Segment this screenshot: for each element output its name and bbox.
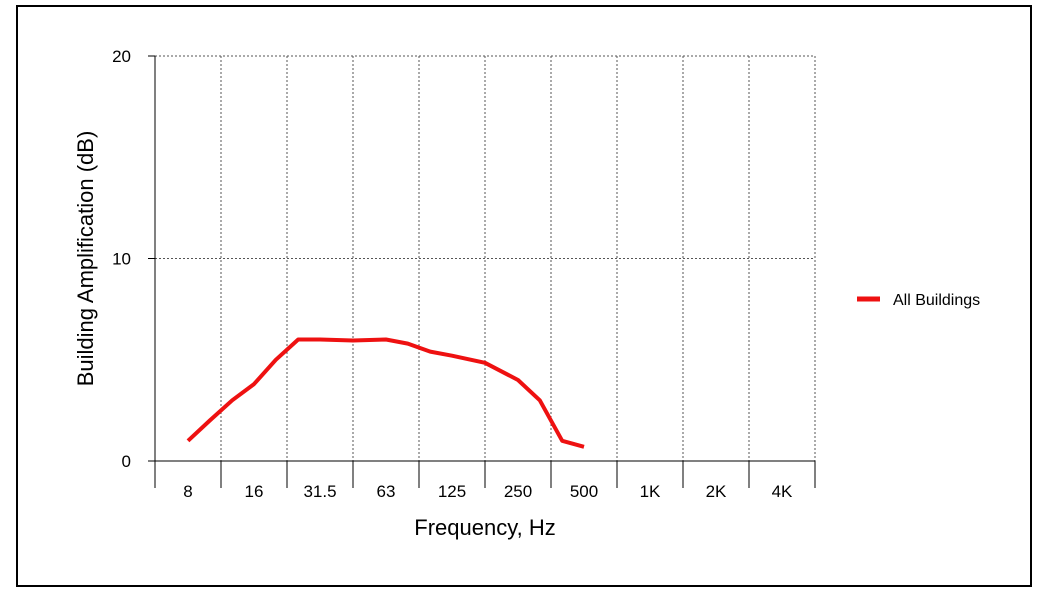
y-tick-label: 10 (112, 250, 131, 269)
x-axis-label: Frequency, Hz (414, 515, 555, 540)
axes (148, 55, 816, 488)
chart-frame (16, 5, 1032, 587)
x-tick-label: 500 (570, 482, 598, 501)
x-tick-label: 8 (183, 482, 192, 501)
x-tick-label: 250 (504, 482, 532, 501)
x-tick-label: 4K (772, 482, 793, 501)
y-tick-label: 20 (112, 47, 131, 66)
x-tick-label: 125 (438, 482, 466, 501)
legend: All Buildings (857, 292, 980, 309)
x-tick-label: 16 (245, 482, 264, 501)
series-line (186, 337, 585, 449)
y-axis-label: Building Amplification (dB) (73, 131, 98, 387)
y-tick-label: 0 (122, 452, 131, 471)
x-tick-label: 1K (640, 482, 661, 501)
x-tick-label: 31.5 (303, 482, 336, 501)
legend-label: All Buildings (893, 292, 980, 309)
x-tick-label: 63 (377, 482, 396, 501)
series-lines (186, 337, 585, 449)
grid-lines (155, 55, 816, 461)
x-tick-label: 2K (706, 482, 727, 501)
tick-labels: 0 10 20 8 16 31.5 63 125 250 500 1K 2K 4K (112, 47, 793, 501)
